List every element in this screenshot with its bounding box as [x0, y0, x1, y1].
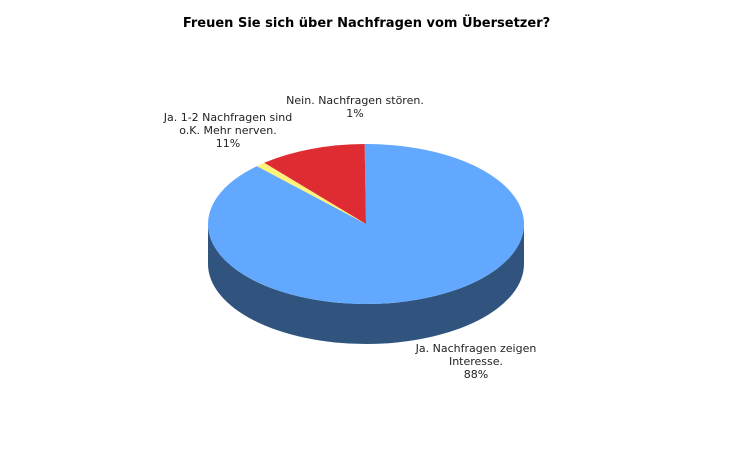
pie-slice-label: Ja. Nachfragen zeigen Interesse. 88% [415, 342, 537, 381]
pie-slice-side [208, 224, 524, 344]
pie-top-group [207, 144, 524, 304]
pie-slice [264, 144, 366, 224]
pie-side-group [208, 224, 524, 344]
pie-slice-label: Ja. 1-2 Nachfragen sind o.K. Mehr nerven.… [163, 111, 293, 150]
pie-slice [207, 144, 524, 304]
pie-slice-label: Nein. Nachfragen stören. 1% [286, 94, 424, 120]
chart-title: Freuen Sie sich über Nachfragen vom Über… [182, 16, 551, 31]
pie-label-group: Ja. Nachfragen zeigen Interesse. 88% Nein. … [163, 94, 537, 381]
pie-slice [256, 162, 366, 224]
